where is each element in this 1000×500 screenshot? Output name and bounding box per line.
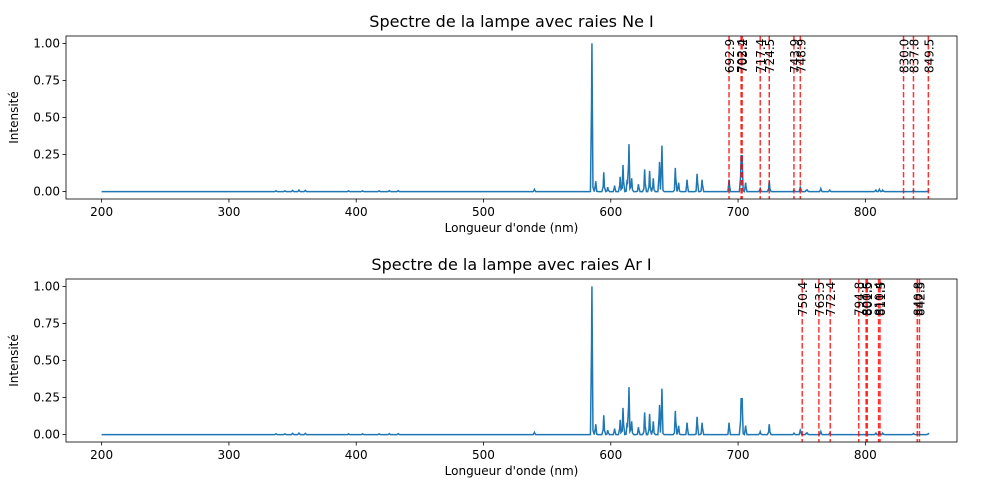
chart-panel-2: 750.4763.5772.4794.8800.6801.5810.4811.5… [7,255,958,478]
x-axis-label: Longueur d'onde (nm) [445,464,579,478]
x-axis-label: Longueur d'onde (nm) [445,221,579,235]
x-tick-label: 400 [345,205,368,219]
reference-line-label: 801.5 [861,282,875,316]
y-tick-label: 0.75 [33,316,60,330]
reference-line-label: 717.4 [754,39,768,73]
reference-line-label: 837.8 [907,39,921,73]
reference-line-label: 763.5 [813,282,827,316]
reference-line-label: 794.8 [853,282,867,316]
reference-line-label: 849.5 [922,39,936,73]
x-tick-label: 500 [472,205,495,219]
reference-line-label: 772.4 [824,282,838,316]
spectrum-series-line [101,43,930,193]
reference-line-label: 842.5 [913,282,927,316]
x-tick-label: 600 [599,205,622,219]
y-tick-label: 1.00 [33,279,60,293]
plot-frame [65,35,958,200]
y-axis-label: Intensité [7,334,21,387]
y-tick-label: 0.25 [33,148,60,162]
x-tick-label: 800 [854,448,877,462]
reference-line-label: 743.9 [788,39,802,73]
y-tick-label: 0.50 [33,111,60,125]
chart-title: Spectre de la lampe avec raies Ar I [371,255,651,274]
reference-line-label: 840.8 [911,282,925,316]
spectrum-series-line [101,286,930,436]
x-tick-label: 600 [599,448,622,462]
x-tick-label: 200 [90,205,113,219]
y-tick-label: 1.00 [33,36,60,50]
x-tick-label: 200 [90,448,113,462]
y-tick-label: 0.00 [33,428,60,442]
x-tick-label: 500 [472,448,495,462]
x-tick-label: 300 [217,205,240,219]
reference-line-label: 748.9 [794,39,808,73]
reference-line-label: 692.9 [723,39,737,73]
reference-line-label: 724.5 [763,39,777,73]
x-tick-label: 400 [345,448,368,462]
x-tick-label: 300 [217,448,240,462]
x-tick-label: 800 [854,205,877,219]
y-tick-label: 0.25 [33,391,60,405]
y-tick-label: 0.75 [33,73,60,87]
chart-title: Spectre de la lampe avec raies Ne I [369,12,653,31]
y-axis-label: Intensité [7,91,21,144]
x-tick-label: 700 [727,448,750,462]
y-tick-label: 0.00 [33,185,60,199]
reference-line-label: 811.5 [874,282,888,316]
y-tick-label: 0.50 [33,354,60,368]
reference-line-label: 830.0 [898,39,912,73]
x-tick-label: 700 [727,205,750,219]
reference-line-label: 750.4 [796,282,810,316]
reference-line-label: 703.2 [736,39,750,73]
